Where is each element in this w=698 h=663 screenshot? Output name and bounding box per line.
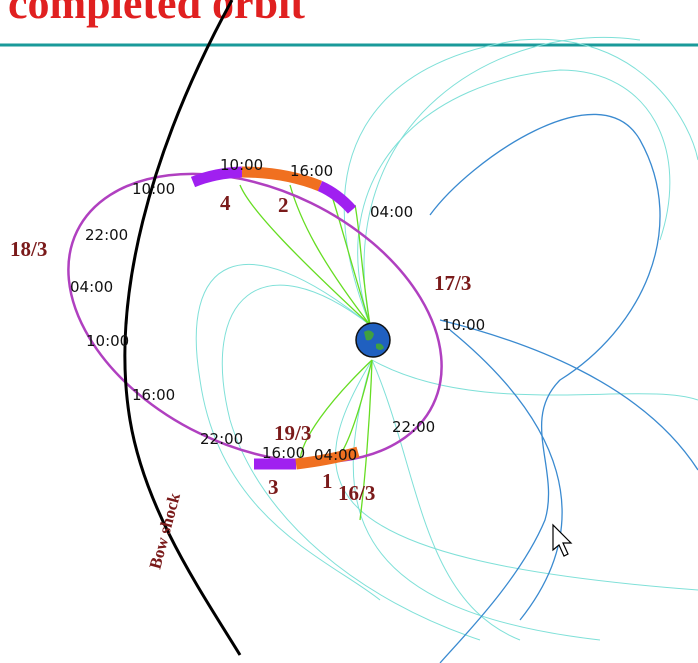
date-label: 16/3 bbox=[338, 481, 375, 505]
time-label: 10:00 bbox=[442, 316, 485, 334]
time-label: 10:00 bbox=[220, 156, 263, 174]
segment-label: 1 bbox=[322, 469, 333, 493]
segment-label: 4 bbox=[220, 191, 231, 215]
time-label: 22:00 bbox=[200, 430, 243, 448]
segment-label: 3 bbox=[268, 475, 279, 499]
earth bbox=[355, 322, 391, 358]
time-label: 16:00 bbox=[290, 162, 333, 180]
time-label: 04:00 bbox=[370, 203, 413, 221]
time-label: 04:00 bbox=[70, 278, 113, 296]
segment-label: 2 bbox=[278, 193, 289, 217]
date-labels: 18/3 17/3 19/3 16/3 bbox=[10, 237, 471, 505]
field-lines bbox=[195, 36, 698, 641]
inner-field-lines bbox=[239, 184, 373, 521]
date-label: 17/3 bbox=[434, 271, 471, 295]
title: completed orbit bbox=[8, 0, 305, 28]
orbit-segments bbox=[190, 166, 360, 470]
bow-shock bbox=[123, 0, 242, 656]
time-labels: 10:00 16:00 10:00 04:00 22:00 04:00 10:0… bbox=[70, 156, 485, 464]
date-label: 19/3 bbox=[274, 421, 311, 445]
time-label: 22:00 bbox=[85, 226, 128, 244]
time-label: 10:00 bbox=[132, 180, 175, 198]
time-label: 16:00 bbox=[262, 444, 305, 462]
date-label: 18/3 bbox=[10, 237, 47, 261]
time-label: 10:00 bbox=[86, 332, 129, 350]
earth-land bbox=[364, 330, 384, 350]
time-label: 04:00 bbox=[314, 446, 357, 464]
segment-labels: 4 2 3 1 bbox=[220, 191, 333, 499]
outer-field-lines bbox=[429, 113, 698, 663]
time-label: 22:00 bbox=[392, 418, 435, 436]
cursor bbox=[552, 523, 573, 557]
time-label: 16:00 bbox=[132, 386, 175, 404]
orbit bbox=[67, 172, 443, 464]
